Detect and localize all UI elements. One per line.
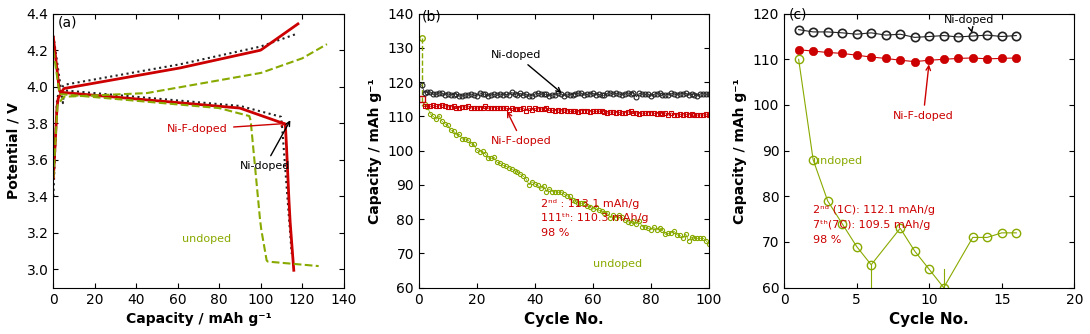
Text: undoped: undoped [813,156,862,166]
Text: Ni-F-doped: Ni-F-doped [893,66,954,121]
Text: 2ⁿᵈ (1C): 112.1 mAh/g
7ᵗʰ(7C): 109.5 mAh/g
98 %: 2ⁿᵈ (1C): 112.1 mAh/g 7ᵗʰ(7C): 109.5 mAh… [813,205,935,245]
Y-axis label: Capacity / mAh g⁻¹: Capacity / mAh g⁻¹ [734,78,748,223]
Text: (c): (c) [788,7,807,21]
Text: Ni-doped: Ni-doped [944,15,994,31]
Text: undoped: undoped [593,259,642,269]
X-axis label: Capacity / mAh g⁻¹: Capacity / mAh g⁻¹ [125,312,271,326]
Text: (a): (a) [58,15,77,29]
X-axis label: Cycle No.: Cycle No. [889,312,969,327]
Y-axis label: Potential / V: Potential / V [7,102,21,199]
Y-axis label: Capacity / mAh g⁻¹: Capacity / mAh g⁻¹ [367,78,382,223]
Text: 2ⁿᵈ : 113.1 mAh/g
111ᵗʰ: 110.3 mAh/g
98 %: 2ⁿᵈ : 113.1 mAh/g 111ᵗʰ: 110.3 mAh/g 98 … [541,199,649,238]
Text: undoped: undoped [182,234,231,244]
Text: Ni-doped: Ni-doped [240,122,290,171]
Text: Ni-doped: Ni-doped [492,50,560,92]
X-axis label: Cycle No.: Cycle No. [524,312,604,327]
Text: Ni-F-doped: Ni-F-doped [168,122,286,134]
Text: Ni-F-doped: Ni-F-doped [492,113,552,146]
Text: (b): (b) [422,9,441,23]
